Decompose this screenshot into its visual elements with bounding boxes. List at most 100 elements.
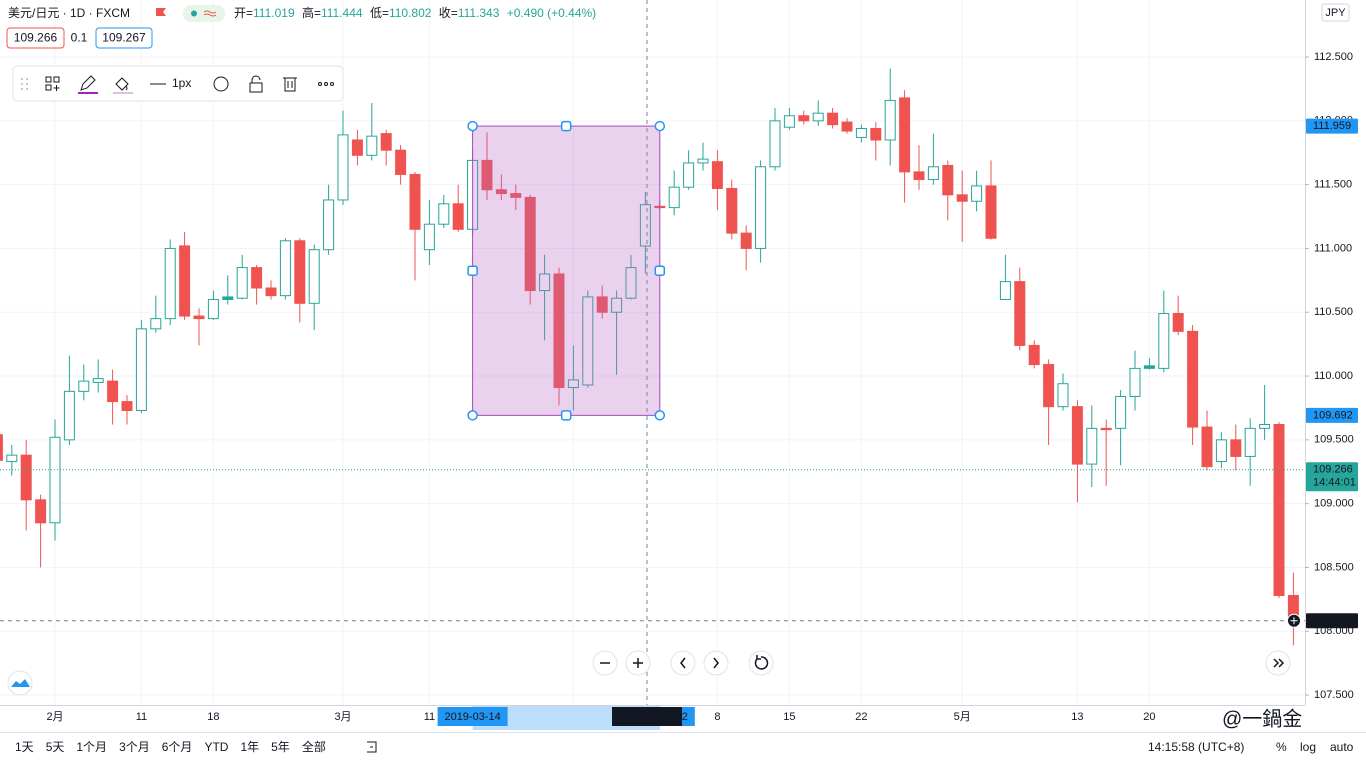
candle-body bbox=[351, 139, 363, 156]
candle-body bbox=[20, 454, 32, 501]
candle-body bbox=[783, 115, 795, 128]
ohlc-legend: 开=111.019 高=111.444 低=110.802 收=111.343 … bbox=[234, 5, 596, 20]
candle-body bbox=[409, 173, 421, 230]
currency-button[interactable] bbox=[1321, 3, 1350, 22]
scale-option[interactable]: % bbox=[1276, 740, 1287, 754]
date-range-icon[interactable] bbox=[367, 741, 377, 753]
time-axis-labels: 2月11183月1125815225月13202019-04-022019-03… bbox=[46, 706, 1156, 730]
scale-option[interactable]: log bbox=[1300, 740, 1316, 754]
navigation-icons bbox=[600, 655, 1285, 670]
overlay bbox=[0, 0, 1305, 705]
edge-handle[interactable] bbox=[467, 265, 478, 276]
reset[interactable] bbox=[748, 650, 774, 676]
candle-body bbox=[1244, 427, 1256, 457]
settings-icon[interactable] bbox=[213, 76, 229, 92]
y-tick-label: 109.000 bbox=[1314, 498, 1354, 510]
currency-label: JPY bbox=[1325, 7, 1346, 19]
range-button[interactable]: 1天 bbox=[15, 740, 34, 754]
x-tick-label: 5月 bbox=[954, 711, 971, 723]
change-percent: (+0.44%) bbox=[547, 6, 596, 20]
more-icon[interactable] bbox=[318, 82, 334, 86]
rectangle-drawing bbox=[472, 125, 661, 416]
line-width[interactable]: 1px bbox=[172, 76, 191, 90]
price-label: 109.692 bbox=[1313, 409, 1353, 421]
range-button[interactable]: 5天 bbox=[46, 740, 65, 754]
x-tick-label: 2月 bbox=[46, 711, 63, 723]
line-color-icon[interactable] bbox=[80, 75, 96, 91]
range-button[interactable]: YTD bbox=[204, 740, 228, 754]
candle-body bbox=[740, 232, 752, 249]
time-label-box bbox=[437, 707, 508, 726]
drag-handle[interactable] bbox=[21, 78, 28, 90]
candle-body bbox=[279, 240, 291, 297]
corner-handle[interactable] bbox=[654, 120, 666, 132]
candle-body bbox=[899, 97, 911, 173]
x-tick-label: 13 bbox=[1071, 711, 1083, 723]
flag-icon[interactable] bbox=[156, 8, 166, 16]
corner-handle[interactable] bbox=[654, 410, 666, 421]
candle-body bbox=[870, 127, 882, 141]
range-button[interactable]: 6个月 bbox=[162, 740, 193, 754]
candle-body bbox=[999, 281, 1011, 300]
candle-body bbox=[49, 436, 61, 524]
low-value: 110.802 bbox=[389, 6, 432, 20]
candle-body bbox=[423, 223, 435, 251]
buy-button[interactable] bbox=[95, 27, 153, 49]
candle-body bbox=[107, 380, 119, 403]
candle-body bbox=[567, 379, 579, 389]
candle-body bbox=[985, 185, 997, 239]
delete-icon[interactable] bbox=[283, 77, 297, 92]
corner-handle[interactable] bbox=[467, 120, 478, 132]
range-button[interactable]: 全部 bbox=[302, 739, 326, 754]
scale-option[interactable]: auto bbox=[1330, 740, 1354, 754]
x-tick-label: 8 bbox=[714, 711, 720, 723]
clock[interactable]: 14:15:58 (UTC+8) bbox=[1148, 740, 1244, 754]
scroll-left[interactable] bbox=[670, 650, 696, 676]
fill-color-icon[interactable] bbox=[115, 77, 129, 91]
candle-body bbox=[366, 135, 378, 156]
sell-button[interactable] bbox=[6, 27, 65, 49]
price-label-box bbox=[1306, 118, 1358, 134]
candle-body bbox=[438, 203, 450, 225]
candle-body bbox=[0, 434, 3, 461]
candle-body bbox=[927, 166, 939, 181]
range-button[interactable]: 1年 bbox=[240, 740, 259, 754]
candle-body bbox=[495, 189, 507, 195]
candle-body bbox=[1057, 383, 1069, 408]
templates-icon[interactable] bbox=[45, 76, 60, 91]
edge-handle[interactable] bbox=[560, 410, 572, 421]
bid-price: 109.266 bbox=[14, 31, 58, 45]
candle-body bbox=[1201, 426, 1213, 468]
time-label: 2019-04-01 bbox=[619, 711, 675, 723]
status-pill[interactable] bbox=[183, 5, 225, 22]
open-value: 111.019 bbox=[253, 6, 295, 20]
corner-handle[interactable] bbox=[467, 410, 478, 421]
range-button[interactable]: 3个月 bbox=[119, 740, 150, 754]
fill-color-swatch bbox=[113, 92, 133, 94]
range-button[interactable]: 5年 bbox=[271, 740, 290, 754]
range-button[interactable]: 1个月 bbox=[76, 740, 107, 754]
candle-body bbox=[827, 112, 839, 126]
candle-body bbox=[265, 287, 277, 297]
y-tick-label: 108.500 bbox=[1314, 561, 1354, 573]
x-tick-label: 18 bbox=[207, 711, 219, 723]
scroll-right[interactable] bbox=[703, 650, 729, 676]
candle-body bbox=[35, 499, 47, 524]
candle-body bbox=[553, 273, 565, 389]
edge-handle[interactable] bbox=[560, 120, 572, 132]
candle-body bbox=[251, 267, 263, 289]
candle-body bbox=[380, 133, 392, 151]
status-dot bbox=[191, 10, 197, 17]
price-label-box bbox=[1306, 462, 1358, 492]
candle-body bbox=[1129, 367, 1141, 397]
candle-body bbox=[308, 249, 320, 304]
candle-body bbox=[1187, 330, 1199, 428]
lock-icon[interactable] bbox=[249, 75, 263, 93]
candle-body bbox=[337, 134, 349, 201]
logo-button[interactable] bbox=[7, 670, 33, 696]
price-label: 111.959 bbox=[1313, 120, 1351, 132]
x-tick-label: 11 bbox=[136, 711, 147, 723]
edge-handle[interactable] bbox=[654, 265, 666, 276]
high-value: 111.444 bbox=[321, 6, 363, 20]
grid bbox=[0, 0, 1305, 705]
